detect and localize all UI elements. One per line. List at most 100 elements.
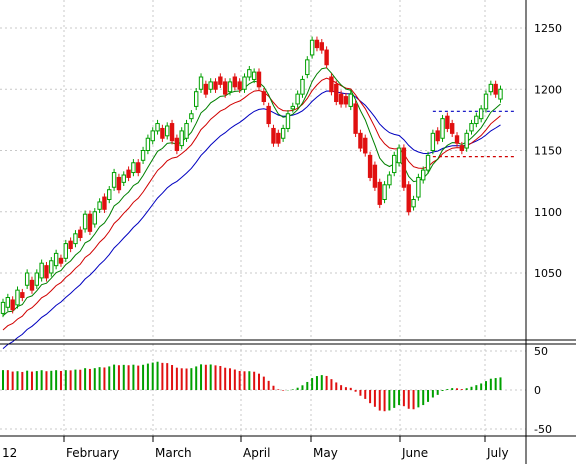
- osc-tick-label: 0: [534, 384, 541, 397]
- candle-body-down: [116, 176, 122, 191]
- candle-body-up: [82, 213, 88, 230]
- month-label: July: [486, 446, 509, 460]
- candle-body-down: [136, 162, 141, 174]
- candle-body-up: [421, 169, 426, 181]
- candle-body-up: [488, 83, 494, 93]
- candle-body-up: [498, 88, 503, 100]
- candle-body-down: [266, 105, 271, 125]
- candle-body-down: [445, 115, 450, 129]
- candle-body-down: [377, 181, 382, 205]
- candle-body-up: [198, 76, 204, 90]
- candle-body-up: [53, 252, 59, 267]
- candle-body-down: [237, 81, 242, 90]
- candle-body-down: [68, 240, 73, 249]
- candle-body-up: [145, 137, 151, 151]
- month-label: May: [313, 446, 338, 460]
- candle-body-up: [478, 108, 484, 120]
- candle-body-down: [358, 132, 363, 149]
- price-tick-label: 1150: [534, 145, 562, 158]
- candle-body-up: [430, 132, 436, 152]
- price-tick-label: 1050: [534, 267, 562, 280]
- candle-body-up: [49, 260, 54, 274]
- price-tick-label: 1200: [534, 83, 562, 96]
- candle-body-up: [290, 105, 296, 110]
- candle-body-up: [34, 272, 40, 286]
- candle-body-down: [454, 135, 460, 144]
- ma-slow-line: [2, 90, 501, 349]
- candle-body-up: [348, 93, 353, 107]
- candle-body-up: [440, 118, 445, 139]
- candle-body-up: [305, 59, 310, 76]
- candle-body-up: [73, 233, 78, 245]
- candle-body-down: [78, 229, 83, 238]
- month-label: April: [243, 446, 270, 460]
- candle-body-down: [169, 123, 175, 142]
- candle-body-up: [464, 132, 469, 149]
- candle-body-down: [363, 137, 368, 154]
- candle-body-up: [295, 93, 300, 105]
- candle-body-down: [334, 83, 339, 102]
- candle-body-down: [87, 213, 93, 232]
- candle-body-down: [314, 39, 320, 49]
- candle-body-down: [218, 76, 223, 85]
- month-labels: 12 February March April May June July: [2, 436, 509, 460]
- candle-body-up: [474, 115, 479, 125]
- candle-body-down: [102, 196, 107, 210]
- candle-body-up: [483, 93, 489, 110]
- tick-labels: 1050 1100 1150 1200 1250 50 0 -50: [534, 22, 562, 436]
- candle-body-up: [227, 81, 233, 93]
- candle-body-up: [131, 162, 136, 174]
- candle-body-up: [396, 147, 402, 164]
- candle-body-up: [165, 125, 170, 137]
- candle-body-up: [121, 174, 126, 183]
- candle-body-up: [24, 272, 30, 286]
- candle-body-up: [92, 211, 97, 225]
- candle-body-up: [189, 113, 194, 120]
- osc-tick-label: -50: [534, 423, 552, 436]
- candle-body-up: [300, 78, 305, 95]
- candle-body-down: [20, 292, 25, 299]
- month-label: March: [155, 446, 192, 460]
- candle-body-up: [208, 81, 213, 90]
- osc-tick-label: 50: [534, 345, 548, 358]
- candle-body-down: [324, 49, 329, 66]
- candle-body-up: [140, 150, 146, 161]
- candle-body-up: [285, 113, 291, 129]
- price-tick-label: 1100: [534, 206, 562, 219]
- candle-body-down: [459, 145, 465, 152]
- candle-body-down: [319, 42, 324, 51]
- candle-body-up: [97, 201, 102, 210]
- candle-body-down: [232, 76, 238, 88]
- candle-body-up: [39, 262, 44, 279]
- candle-body-down: [261, 91, 267, 102]
- candle-body-down: [44, 265, 49, 279]
- candle-body-up: [251, 71, 257, 80]
- candle-body-up: [425, 154, 431, 171]
- candle-body-down: [493, 83, 498, 95]
- candle-body-down: [10, 299, 15, 311]
- candle-body-up: [179, 130, 184, 147]
- candle-body-down: [367, 154, 373, 178]
- price-tick-label: 1250: [534, 22, 562, 35]
- candle-body-up: [392, 154, 397, 174]
- candle-body-down: [435, 130, 440, 142]
- candle-body-up: [194, 91, 199, 107]
- candle-body-down: [213, 81, 218, 90]
- candle-body-up: [111, 172, 117, 188]
- candle-body-down: [401, 147, 407, 188]
- candle-body-up: [469, 123, 474, 132]
- candle-body-down: [222, 81, 228, 95]
- candles: [0, 36, 503, 318]
- candle-body-up: [309, 39, 315, 56]
- candle-body-up: [107, 189, 112, 200]
- candle-body-up: [416, 176, 421, 198]
- candle-body-down: [372, 164, 378, 188]
- candle-body-up: [5, 297, 11, 308]
- candle-body-down: [58, 257, 64, 264]
- candle-body-down: [276, 132, 281, 144]
- dotted-levels: [432, 110, 514, 158]
- candle-body-up: [280, 127, 286, 139]
